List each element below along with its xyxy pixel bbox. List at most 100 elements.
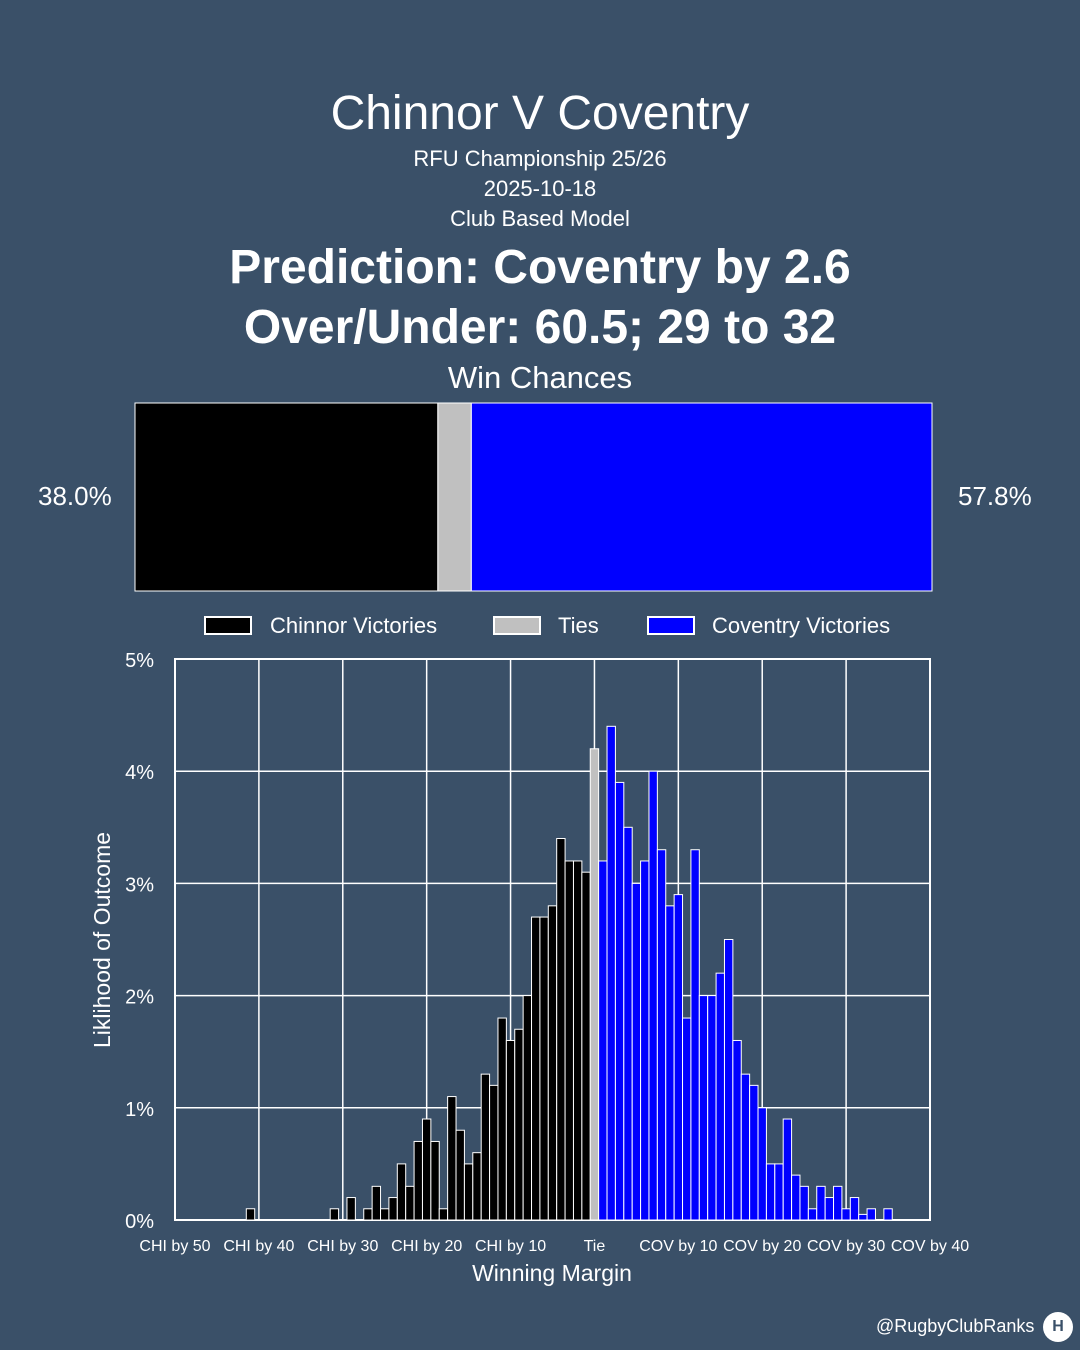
histogram-bar (388, 1197, 398, 1221)
histogram-bar (405, 1185, 415, 1221)
legend-label-home: Chinnor Victories (270, 613, 437, 638)
margin-histogram: Winning Margin Liklihood of Outcome CHI … (89, 650, 969, 1286)
y-tick-label: 1% (125, 1099, 154, 1121)
chart-legend: Chinnor Victories Ties Coventry Victorie… (204, 613, 890, 638)
match-date: 2025-10-18 (483, 176, 597, 201)
win-chances-bar (134, 402, 933, 592)
histogram-bar (782, 1118, 793, 1221)
x-axis-label: Winning Margin (472, 1260, 632, 1286)
histogram-bar (849, 1197, 860, 1221)
histogram-bar (539, 916, 549, 1221)
legend-swatch-home (204, 616, 252, 635)
histogram-bar (656, 849, 667, 1221)
histogram-bar (824, 1197, 835, 1221)
competition-name: RFU Championship 25/26 (413, 146, 667, 171)
histogram-bar (572, 860, 583, 1221)
histogram-bar (682, 1017, 692, 1221)
histogram-bar (514, 1028, 524, 1221)
histogram-bar (346, 1197, 356, 1221)
x-tick-label: CHI by 10 (475, 1238, 546, 1255)
x-tick-label: COV by 20 (723, 1238, 801, 1255)
histogram-bar (371, 1185, 382, 1221)
histogram-bar (413, 1140, 423, 1221)
histogram-bar (447, 1096, 457, 1221)
x-tick-label: CHI by 40 (223, 1238, 294, 1255)
x-tick-label: CHI by 50 (139, 1238, 210, 1255)
histogram-bar (698, 995, 709, 1221)
histogram-bar (245, 1208, 256, 1221)
histogram-bar (589, 748, 600, 1221)
histogram-bar (740, 1073, 751, 1221)
histogram-bar (858, 1213, 868, 1221)
legend-label-tie: Ties (558, 613, 599, 638)
histogram-bar (799, 1185, 809, 1221)
y-tick-label: 0% (125, 1211, 154, 1233)
home-win-percentage: 38.0% (38, 481, 112, 511)
histogram-bar (883, 1208, 893, 1221)
histogram-bar (463, 1163, 474, 1221)
histogram-bar (640, 860, 650, 1221)
histogram-bar (547, 905, 558, 1221)
y-tick-label: 3% (125, 874, 154, 896)
histogram-bar (757, 1107, 767, 1221)
histogram-bar (665, 905, 675, 1221)
histogram-bar (807, 1208, 818, 1221)
histogram-bar (505, 1039, 516, 1221)
histogram-bar (841, 1208, 851, 1221)
over-under-text: Over/Under: 60.5; 29 to 32 (243, 301, 837, 354)
y-tick-label: 4% (125, 762, 154, 784)
legend-swatch-away (647, 616, 695, 635)
histogram-bar (438, 1208, 449, 1221)
histogram-bar (707, 995, 717, 1221)
histogram-bar (749, 1084, 759, 1221)
histogram-bar (723, 939, 734, 1221)
histogram-bar (791, 1174, 801, 1221)
win-bar-away (470, 402, 933, 592)
rugby-club-ranks-logo-icon: H (1043, 1312, 1073, 1342)
histogram-bar (380, 1208, 390, 1221)
histogram-bar (715, 972, 725, 1221)
histogram-bar (329, 1208, 340, 1221)
histogram-bar (732, 1039, 742, 1221)
chart-title: Chinnor V Coventry (330, 87, 750, 140)
legend-swatch-tie (493, 616, 541, 635)
x-tick-label: Tie (584, 1238, 606, 1255)
histogram-bar (690, 849, 700, 1221)
histogram-bar (623, 826, 633, 1221)
histogram-bar (631, 882, 642, 1221)
histogram-bar (455, 1129, 465, 1221)
model-name: Club Based Model (450, 206, 630, 231)
histogram-bar (673, 894, 684, 1221)
histogram-bar (363, 1208, 373, 1221)
away-win-percentage: 57.8% (958, 481, 1032, 511)
histogram-bar (489, 1084, 499, 1221)
histogram-bar (581, 871, 591, 1221)
win-chances-label: Win Chances (447, 360, 633, 395)
histogram-bar (774, 1163, 784, 1221)
histogram-bar (816, 1185, 826, 1221)
win-bar-home (134, 402, 439, 592)
histogram-bar (598, 860, 608, 1221)
histogram-bar (472, 1152, 482, 1221)
histogram-bar (833, 1185, 843, 1221)
histogram-bar (480, 1073, 491, 1221)
x-tick-label: COV by 40 (891, 1238, 969, 1255)
x-tick-label: CHI by 30 (307, 1238, 378, 1255)
credit-handle: @RugbyClubRanks (876, 1316, 1035, 1336)
histogram-bar (497, 1017, 507, 1221)
y-tick-label: 2% (125, 987, 154, 1009)
x-tick-label: CHI by 20 (391, 1238, 462, 1255)
prediction-text: Prediction: Coventry by 2.6 (229, 241, 851, 294)
x-tick-label: COV by 10 (639, 1238, 717, 1255)
histogram-bar (421, 1118, 432, 1221)
histogram-bar (564, 860, 574, 1221)
histogram-bar (556, 838, 566, 1221)
histogram-bar (614, 781, 625, 1221)
histogram-bar (396, 1163, 407, 1221)
histogram-bar (606, 725, 616, 1221)
legend-label-away: Coventry Victories (712, 613, 890, 638)
y-tick-label: 5% (125, 650, 154, 672)
histogram-bar (531, 916, 541, 1221)
histogram-bar (522, 995, 533, 1221)
histogram-bar (866, 1208, 876, 1221)
